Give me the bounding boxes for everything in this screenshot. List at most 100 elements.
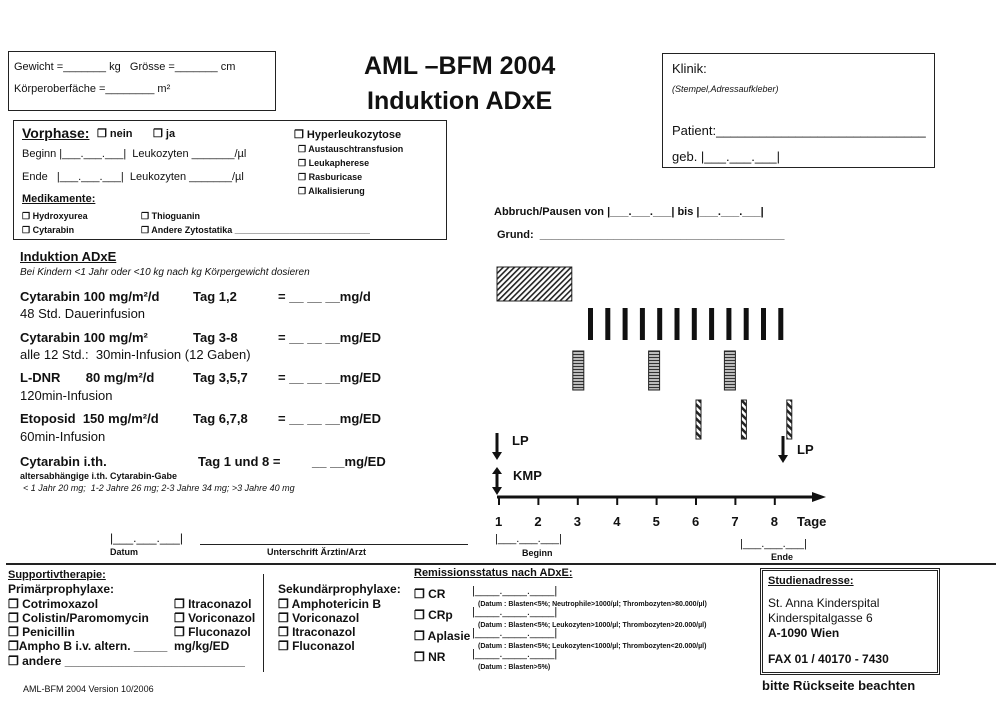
birthdate-field[interactable]: geb. |___.___.___| (672, 149, 780, 164)
ampho-unit: mg/kg/ED (174, 639, 230, 653)
sec-itraconazol-checkbox[interactable]: ❐ Itraconazol (278, 625, 356, 639)
patient-field[interactable]: Patient:_____________________________ (672, 123, 926, 138)
prephase-start-field[interactable]: Beginn |___.___.___| Leukozyten _______/… (22, 148, 247, 160)
body-measure-box (8, 51, 276, 111)
study-line1: St. Anna Kinderspital (768, 596, 880, 610)
pause-reason-field[interactable]: Grund: _________________________________… (497, 229, 785, 241)
sec-fluconazol-checkbox[interactable]: ❐ Fluconazol (278, 639, 355, 653)
penicillin-checkbox[interactable]: ❐ Penicillin (8, 625, 75, 639)
ith-note: altersabhängige i.th. Cytarabin-Gabe (20, 471, 178, 481)
exchange-transfusion-checkbox[interactable]: ❐ Austauschtransfusion (298, 144, 404, 154)
cotrimoxazol-checkbox[interactable]: ❐ Cotrimoxazol (8, 597, 99, 611)
ith-dose-field[interactable]: __ __mg/ED (312, 454, 386, 469)
day-label: 1 (495, 514, 503, 529)
secondary-title: Sekundärprophylaxe: (278, 582, 401, 596)
med-other-field[interactable]: ❐ Andere Zytostatika ___________________… (141, 225, 370, 235)
prephase-box (13, 120, 447, 240)
aplasia-checkbox[interactable]: ❐ Aplasie (414, 629, 471, 643)
cr-date-field[interactable]: |____.____.____| (472, 585, 558, 597)
prephase-no-checkbox[interactable]: ❐ nein (97, 128, 133, 140)
cr-criteria: (Datum : Blasten<5%; Neutrophile>1000/µl… (478, 601, 707, 608)
study-title: Studienadresse: (768, 575, 854, 587)
lp-label-day1: LP (512, 433, 529, 448)
hyperleukocytosis-checkbox[interactable]: ❐ Hyperleukozytose (294, 129, 402, 141)
support-title: Supportivtherapie: (8, 569, 106, 581)
study-line3: A-1090 Wien (768, 626, 840, 640)
drug-dose-field[interactable]: = __ __ __mg/d (278, 289, 371, 304)
drug-dose-field[interactable]: = __ __ __mg/ED (278, 411, 381, 426)
nr-criteria: (Datum : Blasten>5%) (478, 664, 551, 671)
begin-date-field[interactable]: |___.___.___| (495, 533, 562, 545)
page-title: AML –BFM 2004 (364, 52, 556, 80)
cytarabin-dose-bar (622, 308, 628, 340)
drug-name: L-DNR 80 mg/m²/d (20, 370, 155, 385)
itraconazol-checkbox[interactable]: ❐ Itraconazol (174, 597, 252, 611)
day-label: 8 (770, 514, 779, 529)
date-field[interactable]: |___.___.___| (110, 531, 183, 545)
day-label: 7 (731, 514, 739, 529)
drug-info: alle 12 Std.: 30min-Infusion (12 Gaben) (20, 347, 251, 362)
end-date-field[interactable]: |___.___.___| (740, 538, 807, 550)
cytarabin-dose-bar (639, 308, 645, 340)
clinic-box (662, 53, 935, 168)
pause-field[interactable]: Abbruch/Pausen von |___.___.___| bis |__… (494, 206, 764, 218)
medication-title: Medikamente: (22, 193, 96, 205)
end-label: Ende (771, 552, 794, 562)
fluconazol-checkbox[interactable]: ❐ Fluconazol (174, 625, 251, 639)
page-subtitle: Induktion ADxE (367, 87, 553, 115)
leukapheresis-checkbox[interactable]: ❐ Leukapherese (298, 158, 370, 168)
lp-arrow-day8-head (778, 455, 788, 463)
ith-days: Tag 1 und 8 = (198, 454, 281, 469)
prephase-yes-checkbox[interactable]: ❐ ja (153, 128, 176, 140)
day-label: 4 (613, 514, 621, 529)
alkalinization-checkbox[interactable]: ❐ Alkalisierung (298, 186, 365, 196)
cytarabin-dose-bar (778, 308, 784, 340)
drug-name: Cytarabin 100 mg/m² (20, 330, 148, 345)
med-hydroxyurea-checkbox[interactable]: ❐ Hydroxyurea (22, 211, 88, 221)
sec-amphotericin-checkbox[interactable]: ❐ Amphotericin B (278, 597, 381, 611)
sec-voriconazol-checkbox[interactable]: ❐ Voriconazol (278, 611, 360, 625)
weight-height-field[interactable]: Gewicht =_______ kg Grösse =_______ cm (14, 61, 236, 73)
other-prophylaxis-field[interactable]: ❐ andere ___________________________ (8, 654, 245, 668)
crp-checkbox[interactable]: ❐ CRp (414, 608, 453, 622)
kmp-arrow-head (492, 487, 502, 495)
ldnr-dose-bar (572, 350, 585, 391)
cytarabin-dose-bar (709, 308, 715, 340)
drug-name: Cytarabin 100 mg/m²/d (20, 289, 160, 304)
cytarabin-dose-bar (605, 308, 611, 340)
aplasia-date-field[interactable]: |____.____.____| (472, 627, 558, 639)
day-label: 6 (692, 514, 700, 529)
crp-criteria: (Datum : Blasten<5%; Leukozyten>1000/µl;… (478, 622, 707, 629)
axis-arrowhead (812, 492, 826, 502)
nr-date-field[interactable]: |____.____.____| (472, 648, 558, 660)
crp-date-field[interactable]: |____.____.____| (472, 606, 558, 618)
signature-line[interactable] (200, 544, 468, 545)
ith-name: Cytarabin i.th. (20, 454, 107, 469)
induction-note: Bei Kindern <1 Jahr oder <10 kg nach kg … (20, 267, 310, 278)
nr-checkbox[interactable]: ❐ NR (414, 650, 446, 664)
cytarabin-dose-bar (588, 308, 593, 340)
drug-info: 60min-Infusion (20, 429, 106, 444)
colistin-checkbox[interactable]: ❐ Colistin/Paromomycin (8, 611, 149, 625)
drug-days: Tag 3,5,7 (193, 370, 248, 385)
drug-dose-field[interactable]: = __ __ __mg/ED (278, 330, 381, 345)
aplasia-criteria: (Datum : Blasten<5%; Leukozyten<1000/µl;… (478, 643, 707, 650)
prephase-end-field[interactable]: Ende |___.___.___| Leukozyten _______/µl (22, 171, 244, 183)
day-label: 5 (652, 514, 660, 529)
drug-days: Tag 1,2 (193, 289, 237, 304)
bsa-field[interactable]: Körperoberfäche =________ m² (14, 83, 171, 95)
etoposid-dose-bar (786, 399, 793, 440)
drug-info: 48 Std. Dauerinfusion (20, 306, 146, 321)
drug-dose-field[interactable]: = __ __ __mg/ED (278, 370, 381, 385)
voriconazol-checkbox[interactable]: ❐ Voriconazol (174, 611, 256, 625)
cytarabin-dose-bar (657, 308, 663, 340)
rasburicase-checkbox[interactable]: ❐ Rasburicase (298, 172, 363, 182)
cr-checkbox[interactable]: ❐ CR (414, 587, 446, 601)
med-thioguanin-checkbox[interactable]: ❐ Thioguanin (141, 211, 201, 221)
kmp-arrow-up-head (492, 467, 502, 474)
med-cytarabin-checkbox[interactable]: ❐ Cytarabin (22, 225, 75, 235)
kmp-label: KMP (513, 468, 542, 483)
ampho-b-field[interactable]: ❐Ampho B i.v. altern. _____ (8, 639, 168, 653)
